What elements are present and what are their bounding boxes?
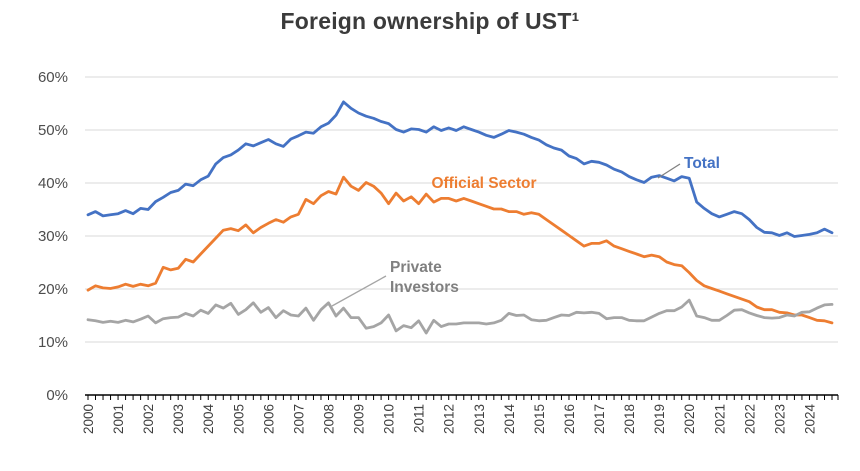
x-axis-tick-label: 2013 <box>472 404 487 434</box>
x-axis-tick-label: 2016 <box>562 404 577 434</box>
x-axis-tick-label: 2023 <box>772 404 787 434</box>
official-sector-label: Official Sector <box>431 175 536 192</box>
x-axis-ticks <box>87 395 839 400</box>
x-axis-tick-label: 2020 <box>682 404 697 434</box>
series-line-private-investors <box>86 298 834 335</box>
x-axis-tick-label: 2002 <box>141 404 156 434</box>
series-line-official-sector <box>86 175 834 325</box>
x-axis-tick-label: 2019 <box>652 404 667 434</box>
x-axis-tick-label: 2014 <box>502 404 517 435</box>
gridlines <box>85 76 838 343</box>
x-axis-labels: 2000 2001 2002 2003 2004 2005 2006 2007 2008 2009… <box>81 404 817 435</box>
total-label-leader-line <box>657 163 681 179</box>
x-axis-tick-label: 2009 <box>352 404 367 434</box>
private-investors-label: Private Investors <box>390 259 459 296</box>
y-axis-labels: 0% 10% 20% 30% 40% 50% 60% <box>38 69 68 404</box>
private-investors-label-leader-line <box>331 275 387 307</box>
x-axis-tick-label: 2006 <box>261 404 276 434</box>
x-axis-tick-label: 2012 <box>442 404 457 434</box>
series-line-total <box>86 100 834 238</box>
x-axis-tick-label: 2001 <box>111 404 126 434</box>
chart-title: Foreign ownership of UST¹ <box>280 8 580 34</box>
y-axis-tick-label: 10% <box>38 334 68 351</box>
y-axis-tick-label: 20% <box>38 281 68 298</box>
x-axis-tick-label: 2018 <box>622 404 637 434</box>
total-label: Total <box>684 155 720 172</box>
x-axis-tick-label: 2004 <box>201 404 216 435</box>
x-axis-tick-label: 2017 <box>592 404 607 434</box>
x-axis-tick-label: 2021 <box>712 404 727 434</box>
annotations: Total Official Sector Private Investors <box>331 155 720 307</box>
y-axis-tick-label: 30% <box>38 228 68 245</box>
x-axis-tick-label: 2015 <box>532 404 547 434</box>
y-axis-tick-label: 60% <box>38 69 68 86</box>
x-axis-tick-label: 2024 <box>802 404 817 435</box>
x-axis-tick-label: 2011 <box>412 404 427 433</box>
y-axis-tick-label: 50% <box>38 122 68 139</box>
x-axis-tick-label: 2008 <box>321 404 336 434</box>
x-axis-tick-label: 2005 <box>231 404 246 434</box>
y-axis-tick-label: 40% <box>38 175 68 192</box>
x-axis-tick-label: 2022 <box>742 404 757 434</box>
x-axis-tick-label: 2000 <box>81 404 96 434</box>
y-axis-tick-label: 0% <box>46 387 68 404</box>
x-axis-tick-label: 2007 <box>291 404 306 434</box>
x-axis-tick-label: 2010 <box>382 404 397 434</box>
x-axis-tick-label: 2003 <box>171 404 186 434</box>
